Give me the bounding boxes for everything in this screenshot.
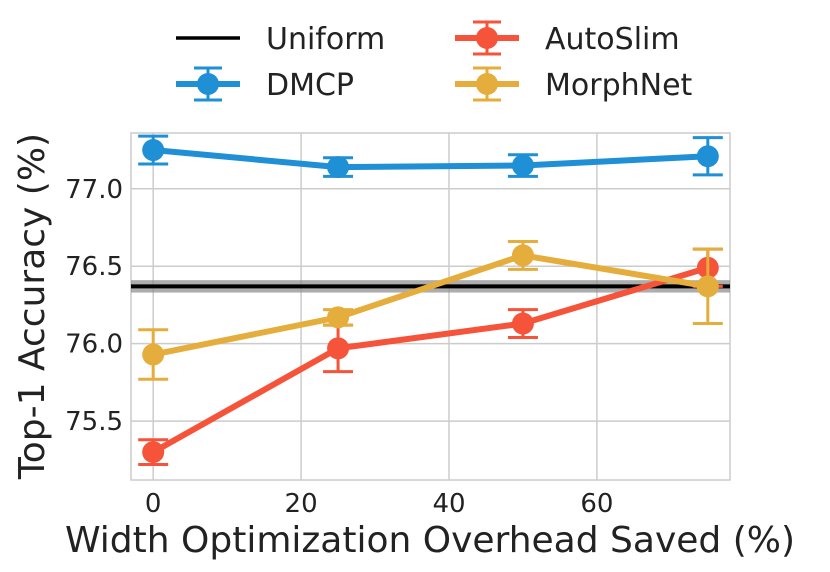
legend-item-uniform: Uniform [176, 22, 385, 57]
data-point [142, 343, 165, 366]
series-layer [138, 134, 723, 467]
data-point [696, 145, 719, 168]
data-point [511, 312, 534, 335]
series-line-autoslim [151, 264, 709, 455]
data-point [696, 275, 719, 298]
plot-area [130, 132, 731, 481]
x-tick-label: 60 [580, 489, 613, 519]
data-point [511, 154, 534, 177]
series-line-morphnet [152, 252, 709, 358]
tick-labels: 0 20 40 60 75.5 76.0 76.5 77.0 [65, 175, 613, 519]
y-tick-label: 76.0 [65, 330, 123, 360]
data-point [327, 306, 350, 329]
data-point [142, 441, 165, 464]
legend-swatch-marker [476, 27, 498, 49]
legend-swatch-marker [476, 73, 498, 95]
series-morphnet [138, 239, 723, 381]
data-point [327, 337, 350, 360]
legend-label: AutoSlim [545, 22, 680, 57]
data-point [327, 156, 350, 179]
legend-label: Uniform [266, 22, 385, 57]
series-dmcp [138, 134, 723, 179]
x-tick-label: 40 [432, 489, 465, 519]
legend-label: DMCP [266, 68, 354, 103]
legend-label: MorphNet [545, 68, 693, 103]
legend: Uniform AutoSlim DMCP MorphNet [176, 20, 693, 103]
legend-swatch-marker [197, 73, 219, 95]
legend-item-dmcp: DMCP [176, 66, 354, 103]
y-tick-label: 75.5 [65, 407, 123, 437]
data-point [511, 244, 534, 267]
x-axis-label: Width Optimization Overhead Saved (%) [65, 520, 795, 561]
y-axis-label: Top-1 Accuracy (%) [12, 133, 53, 480]
legend-item-morphnet: MorphNet [455, 66, 693, 103]
y-tick-label: 76.5 [65, 252, 123, 282]
grid [131, 133, 730, 480]
x-tick-label: 0 [145, 489, 162, 519]
data-point [142, 139, 165, 162]
x-tick-label: 20 [285, 489, 318, 519]
y-tick-label: 77.0 [65, 175, 123, 205]
series-line-dmcp [152, 147, 708, 171]
legend-item-autoslim: AutoSlim [455, 20, 680, 57]
